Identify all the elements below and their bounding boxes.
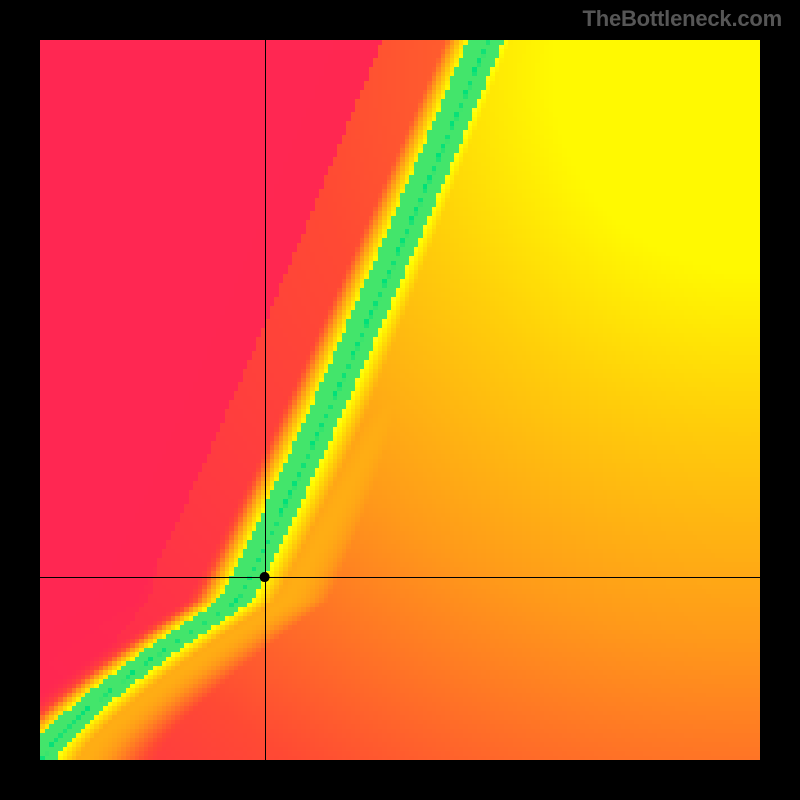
chart-container: { "attribution": { "text": "TheBottlenec… [0,0,800,800]
attribution-label: TheBottleneck.com [582,6,782,32]
bottleneck-heatmap [0,0,800,800]
